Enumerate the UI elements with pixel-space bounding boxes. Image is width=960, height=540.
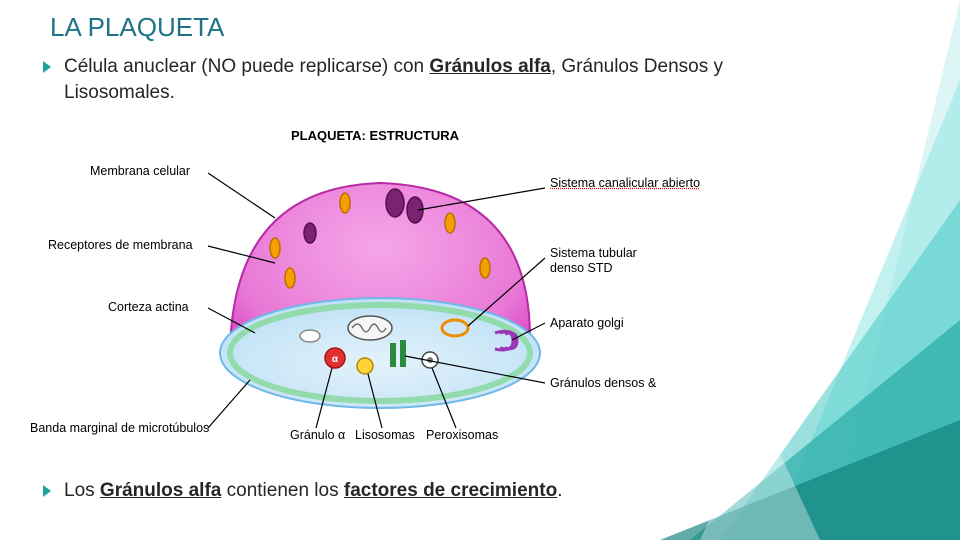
label-golgi: Aparato golgi [550, 316, 624, 331]
label-tubular-a: Sistema tubular [550, 246, 637, 261]
bullet-2-part-c: contienen los [221, 480, 344, 501]
bullet-2-text: Los Gránulos alfa contienen los factores… [64, 478, 562, 504]
bullet-2-part-d: factores de crecimiento [344, 480, 557, 501]
label-granulo-a: Gránulo α [290, 428, 345, 443]
bullet-2-part-e: . [557, 480, 562, 501]
chevron-right-icon [40, 484, 54, 498]
bullet-1-part-b: Gránulos alfa [429, 56, 550, 77]
bullet-2-part-b: Gránulos alfa [100, 480, 221, 501]
bullet-1: Célula anuclear (NO puede replicarse) co… [40, 54, 740, 105]
label-tubular-b: denso STD [550, 261, 613, 276]
label-canalicular: Sistema canalicular abierto [550, 176, 700, 191]
slide: LA PLAQUETA Célula anuclear (NO puede re… [0, 0, 960, 540]
slide-title: LA PLAQUETA [50, 12, 224, 43]
label-densos: Gránulos densos & [550, 376, 656, 391]
label-corteza: Corteza actina [108, 300, 189, 315]
label-lisosomas: Lisosomas [355, 428, 415, 443]
platelet-diagram: PLAQUETA: ESTRUCTURA [100, 128, 650, 448]
bullet-1-part-a: Célula anuclear (NO puede replicarse) co… [64, 56, 429, 77]
chevron-right-icon [40, 60, 54, 74]
label-peroxisomas: Peroxisomas [426, 428, 498, 443]
label-receptores: Receptores de membrana [48, 238, 193, 253]
label-banda: Banda marginal de microtúbulos [30, 421, 209, 436]
label-membrana: Membrana celular [90, 164, 190, 179]
bullet-2: Los Gránulos alfa contienen los factores… [40, 478, 740, 504]
bullet-2-part-a: Los [64, 480, 100, 501]
svg-text:α: α [332, 354, 339, 365]
bullet-1-text: Célula anuclear (NO puede replicarse) co… [64, 54, 740, 105]
